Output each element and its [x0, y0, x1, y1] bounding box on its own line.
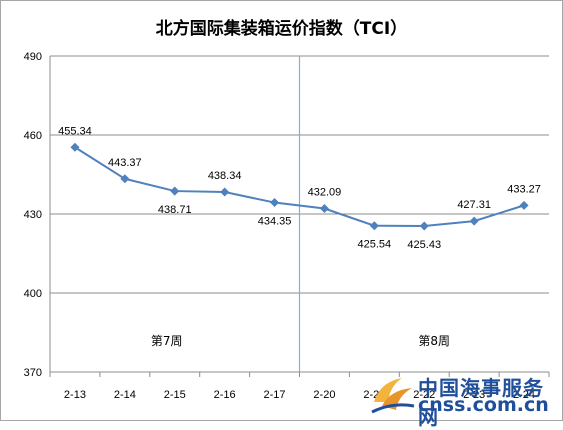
y-tick-label: 490 [24, 51, 42, 63]
data-label: 443.37 [108, 157, 142, 169]
data-point [270, 198, 280, 208]
chart-frame [0, 0, 563, 421]
watermark-en: cnss.com.cn [418, 394, 549, 416]
x-tick-label: 2-16 [214, 389, 236, 401]
x-tick-label: 2-20 [313, 389, 335, 401]
data-point [519, 200, 529, 210]
data-point [469, 216, 479, 226]
x-tick-label: 2-14 [114, 389, 136, 401]
watermark-emblem-icon [371, 378, 415, 414]
series-line [74, 146, 525, 228]
x-tick-label: 2-15 [164, 389, 186, 401]
data-label: 438.34 [208, 170, 242, 182]
x-tick-label: 2-23 [463, 389, 485, 401]
data-point [70, 142, 80, 152]
x-tick-label: 2-22 [413, 389, 435, 401]
line-chart: 370 400 430 460 490 2-13 2-14 2-15 2-16 2-17 2-20 2… [24, 51, 550, 401]
chart-title: 北方国际集装箱运价指数（TCI） [155, 19, 408, 39]
y-tick-label: 400 [24, 288, 42, 300]
data-label: 432.09 [308, 186, 342, 198]
y-tick-label: 370 [24, 367, 42, 379]
x-tick-label: 2-24 [513, 389, 535, 401]
x-tick-label: 2-13 [64, 389, 86, 401]
data-label: 434.35 [258, 216, 292, 228]
data-point [419, 221, 429, 231]
data-label: 427.31 [457, 199, 491, 211]
annotation-week-7: 第7周 [151, 334, 183, 348]
data-point [220, 187, 230, 197]
data-point [369, 221, 379, 231]
data-label: 438.71 [158, 204, 192, 216]
data-point [319, 203, 329, 214]
data-label: 455.34 [58, 125, 92, 137]
y-tick-label: 460 [24, 130, 42, 142]
annotation-week-8: 第8周 [418, 334, 450, 348]
y-tick-label: 430 [24, 209, 42, 221]
x-tick-label: 2-17 [264, 389, 286, 401]
data-label: 425.43 [407, 239, 441, 251]
watermark-logo: 中国海事服务网 cnss.com.cn [368, 372, 558, 429]
data-label: 433.27 [507, 183, 541, 195]
data-label: 425.54 [358, 239, 392, 251]
data-point [170, 186, 180, 196]
data-point [120, 174, 130, 184]
